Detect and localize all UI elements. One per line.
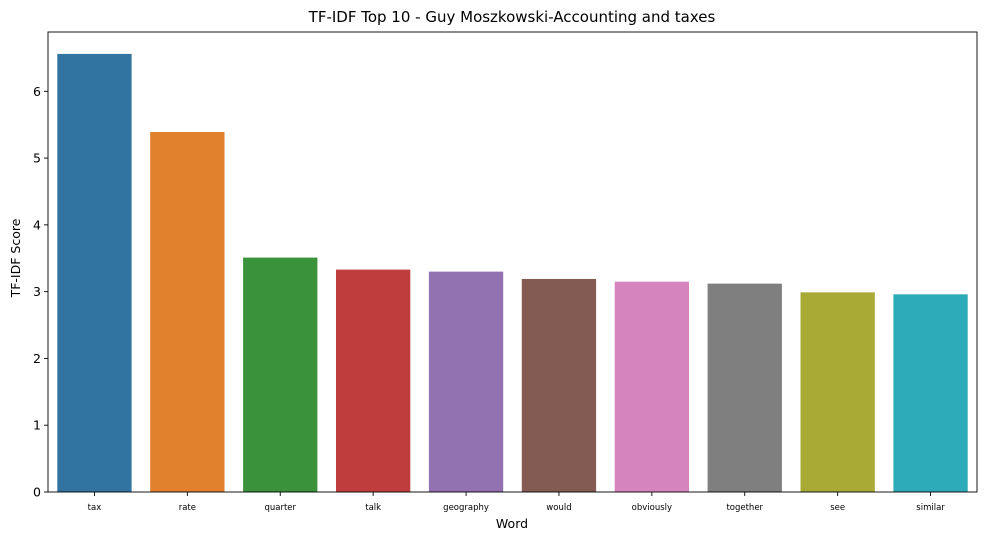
bar-together	[707, 283, 782, 492]
bar-quarter	[243, 257, 318, 492]
bar-rate	[150, 132, 225, 493]
bar-talk	[335, 269, 411, 492]
y-axis-label: TF-IDF Score	[8, 218, 23, 298]
x-tick-label-would: would	[546, 503, 571, 513]
x-tick-label-obviously: obviously	[632, 503, 672, 513]
y-tick-label: 1	[33, 418, 41, 433]
x-axis-label: Word	[496, 516, 528, 531]
bar-similar	[893, 294, 968, 492]
plot-area: 0 1 2 3 4 5 6 tax rate quarter talk geography would o…	[33, 53, 968, 513]
bar-tax	[57, 53, 132, 493]
x-tick-label-talk: talk	[365, 503, 381, 513]
x-tick-label-geography: geography	[443, 503, 489, 513]
y-tick-label: 2	[33, 351, 41, 366]
bar-see	[800, 292, 875, 492]
y-tick-label: 6	[33, 84, 41, 99]
x-tick-label-quarter: quarter	[264, 503, 296, 513]
bar-would	[521, 278, 597, 492]
x-tick-label-similar: similar	[916, 503, 945, 513]
x-tick-label-together: together	[726, 503, 763, 513]
bar-obviously	[614, 281, 690, 492]
plot-frame	[47, 31, 978, 493]
bar-geography	[428, 271, 504, 492]
y-tick-label: 3	[33, 284, 41, 299]
x-tick-label-tax: tax	[88, 503, 102, 513]
chart-title: TF-IDF Top 10 - Guy Moszkowski-Accountin…	[308, 8, 716, 26]
y-tick-label: 4	[33, 217, 41, 232]
x-tick-label-see: see	[830, 503, 845, 513]
y-tick-label: 5	[33, 151, 41, 166]
x-tick-label-rate: rate	[179, 503, 196, 513]
y-tick-label: 0	[33, 485, 41, 500]
